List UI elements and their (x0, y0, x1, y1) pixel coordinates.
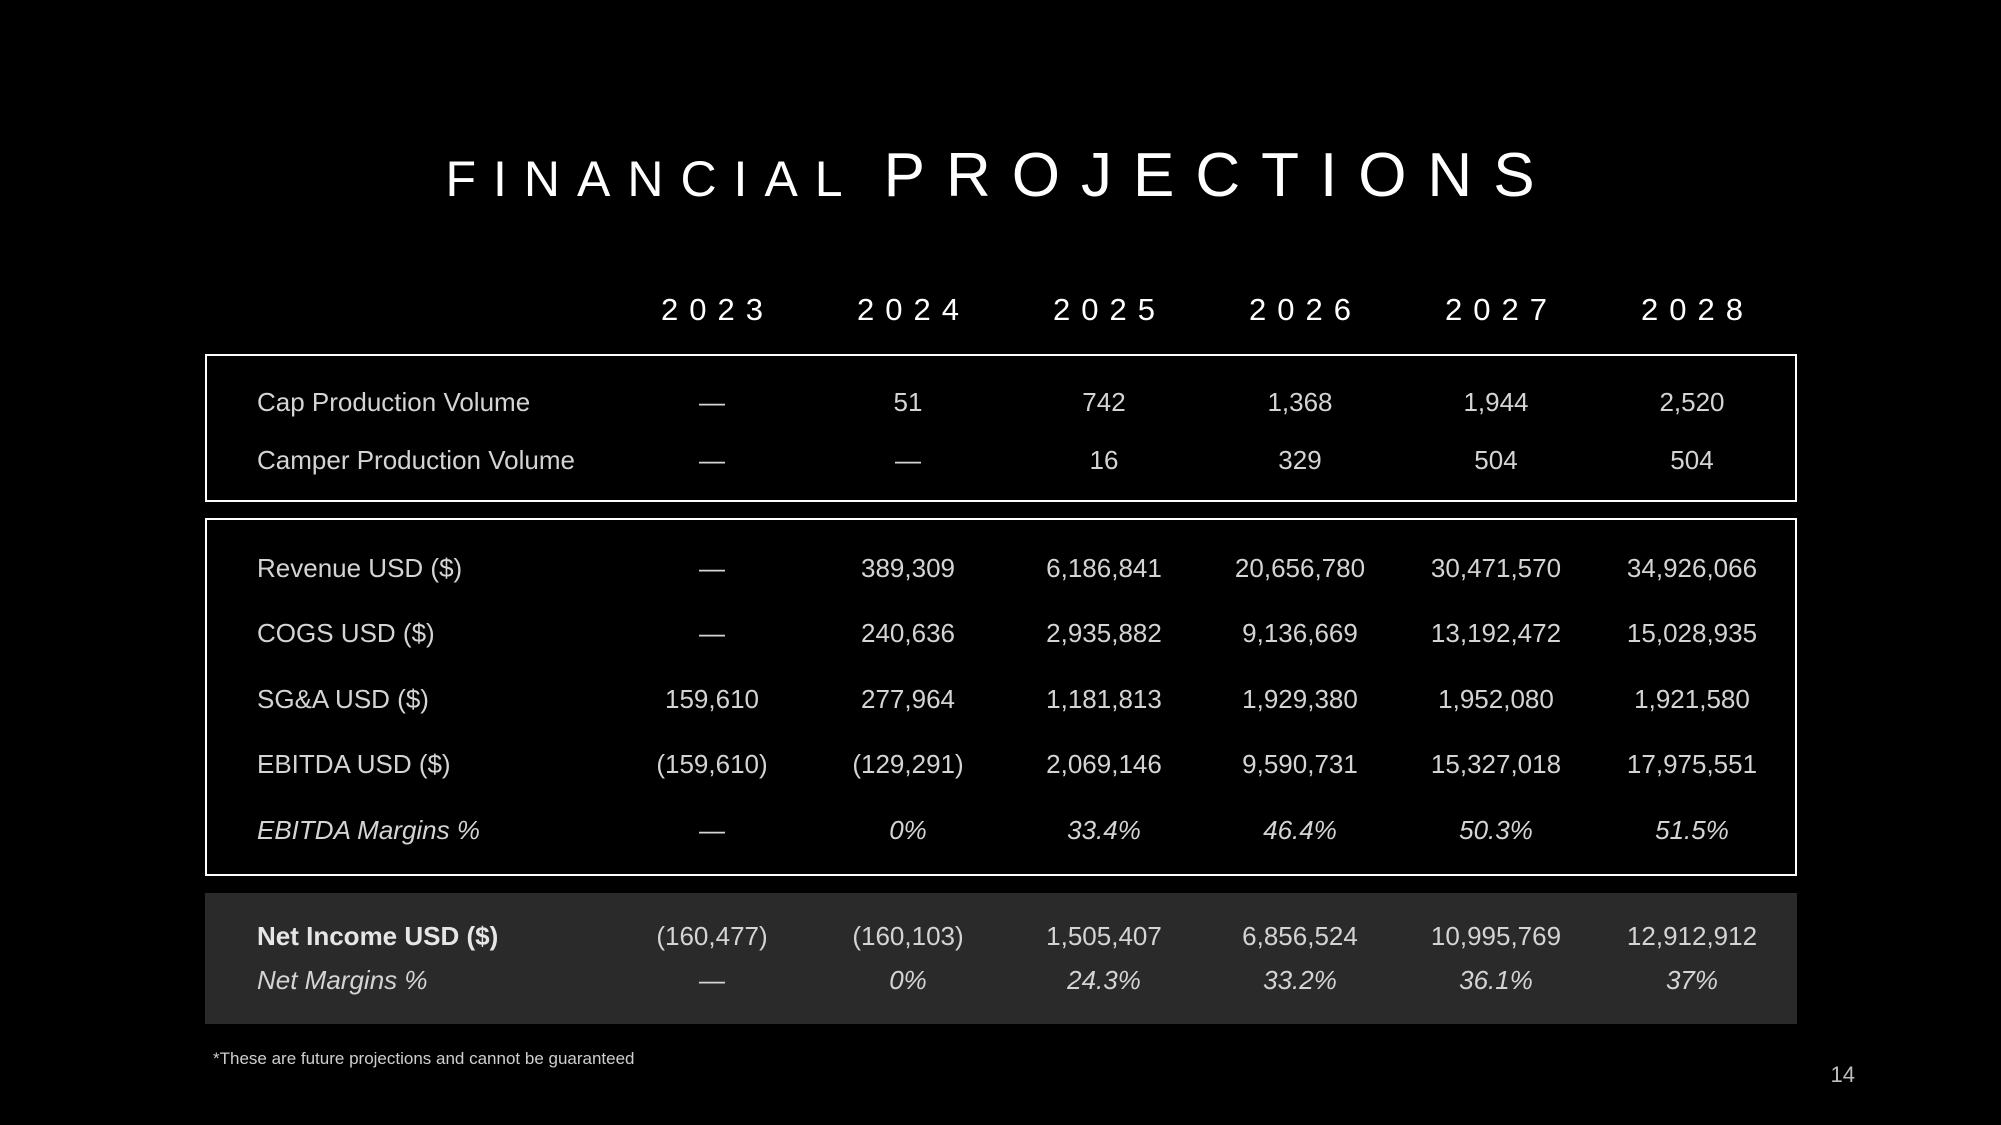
row-label: Camper Production Volume (257, 445, 575, 475)
table-row-revenue: Revenue USD ($) — 389,309 6,186,841 20,6… (0, 548, 2001, 588)
year-header: 2023 (661, 292, 774, 327)
table-cell: 33.2% (1263, 965, 1337, 995)
table-cell: 13,192,472 (1430, 618, 1562, 648)
table-cell: 1,944 (1463, 387, 1529, 417)
net-income-band (205, 893, 1797, 1024)
table-cell: 2,069,146 (1046, 749, 1162, 779)
table-row-ebitda: EBITDA USD ($) (159,610) (129,291) 2,069… (0, 744, 2001, 784)
year-header: 2026 (1249, 292, 1362, 327)
table-row-cap-production: Cap Production Volume — 51 742 1,368 1,9… (0, 382, 2001, 422)
year-header: 2024 (857, 292, 970, 327)
title-part-1: FINANCIAL (445, 151, 860, 207)
table-cell: 30,471,570 (1430, 553, 1562, 583)
row-label: EBITDA Margins % (257, 815, 480, 845)
table-row-sga: SG&A USD ($) 159,610 277,964 1,181,813 1… (0, 679, 2001, 719)
page-title: FINANCIAL PROJECTIONS (0, 140, 2001, 211)
table-cell: 50.3% (1459, 815, 1533, 845)
table-cell: 389,309 (861, 553, 955, 583)
table-cell: 1,368 (1267, 387, 1333, 417)
row-label: Net Margins % (257, 965, 428, 995)
table-cell: 504 (1670, 445, 1714, 475)
table-cell: — (895, 445, 921, 475)
table-cell: — (699, 618, 725, 648)
table-cell: — (699, 965, 725, 995)
table-cell: 34,926,066 (1626, 553, 1758, 583)
production-volume-box (205, 354, 1797, 502)
table-cell: 2,520 (1659, 387, 1725, 417)
table-cell: — (699, 815, 725, 845)
table-cell: 159,610 (665, 684, 759, 714)
table-row-net-income: Net Income USD ($) (160,477) (160,103) 1… (0, 916, 2001, 956)
title-part-2: PROJECTIONS (883, 141, 1556, 210)
table-cell: 17,975,551 (1626, 749, 1758, 779)
table-row-cogs: COGS USD ($) — 240,636 2,935,882 9,136,6… (0, 613, 2001, 653)
table-cell: 36.1% (1459, 965, 1533, 995)
table-cell: 24.3% (1067, 965, 1141, 995)
table-cell: 6,856,524 (1242, 921, 1358, 951)
table-cell: 9,136,669 (1242, 618, 1358, 648)
table-cell: (129,291) (852, 749, 964, 779)
table-row-camper-production: Camper Production Volume — — 16 329 504 … (0, 440, 2001, 480)
row-label: Revenue USD ($) (257, 553, 463, 583)
table-cell: 37% (1665, 965, 1719, 995)
table-cell: 2,935,882 (1046, 618, 1162, 648)
table-cell: 1,952,080 (1438, 684, 1554, 714)
table-cell: (160,103) (852, 921, 964, 951)
table-cell: 51 (893, 387, 923, 417)
table-cell: 15,028,935 (1626, 618, 1758, 648)
table-row-ebitda-margins: EBITDA Margins % — 0% 33.4% 46.4% 50.3% … (0, 810, 2001, 850)
table-cell: 46.4% (1263, 815, 1337, 845)
year-header: 2028 (1641, 292, 1754, 327)
table-cell: 1,505,407 (1046, 921, 1162, 951)
table-cell: 51.5% (1655, 815, 1729, 845)
table-cell: 329 (1278, 445, 1322, 475)
table-cell: 10,995,769 (1430, 921, 1562, 951)
table-cell: 504 (1474, 445, 1518, 475)
table-cell: — (699, 553, 725, 583)
footnote: *These are future projections and cannot… (213, 1049, 635, 1068)
table-cell: 15,327,018 (1430, 749, 1562, 779)
table-cell: 1,921,580 (1634, 684, 1750, 714)
table-cell: 33.4% (1067, 815, 1141, 845)
table-cell: 20,656,780 (1234, 553, 1366, 583)
row-label: SG&A USD ($) (257, 684, 429, 714)
table-cell: 6,186,841 (1046, 553, 1162, 583)
page-number: 14 (1830, 1062, 1855, 1087)
table-cell: 16 (1089, 445, 1119, 475)
table-cell: — (699, 387, 725, 417)
table-row-net-margins: Net Margins % — 0% 24.3% 33.2% 36.1% 37% (0, 960, 2001, 1000)
table-cell: (160,477) (656, 921, 768, 951)
row-label: EBITDA USD ($) (257, 749, 451, 779)
year-header: 2025 (1053, 292, 1166, 327)
row-label: COGS USD ($) (257, 618, 435, 648)
table-cell: 0% (889, 965, 927, 995)
table-cell: 1,181,813 (1046, 684, 1162, 714)
table-cell: 12,912,912 (1626, 921, 1758, 951)
financials-box (205, 518, 1797, 876)
table-cell: 277,964 (861, 684, 955, 714)
row-label: Net Income USD ($) (257, 921, 499, 951)
year-header: 2027 (1445, 292, 1558, 327)
table-cell: 0% (889, 815, 927, 845)
table-cell: 742 (1082, 387, 1126, 417)
table-cell: 240,636 (861, 618, 955, 648)
year-header-row: 2023 2024 2025 2026 2027 2028 (0, 292, 2001, 332)
table-cell: 9,590,731 (1242, 749, 1358, 779)
table-cell: — (699, 445, 725, 475)
table-cell: 1,929,380 (1242, 684, 1358, 714)
table-cell: (159,610) (656, 749, 768, 779)
row-label: Cap Production Volume (257, 387, 531, 417)
